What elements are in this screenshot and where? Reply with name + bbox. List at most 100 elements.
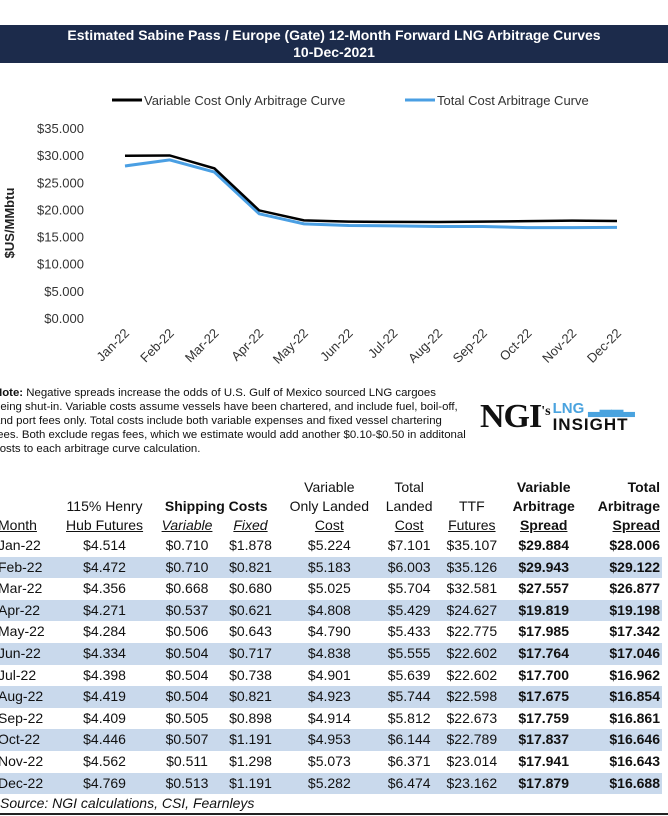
chart-title: Estimated Sabine Pass / Europe (Gate) 12…	[67, 27, 601, 43]
table-cell: $5.555	[387, 644, 431, 661]
table-cell: $5.073	[307, 752, 351, 769]
x-tick-label: Jan-22	[93, 326, 132, 365]
table-cell: $26.877	[609, 580, 660, 597]
x-tick-label: Aug-22	[405, 326, 445, 366]
header-shipping: Shipping Costs	[164, 498, 268, 514]
header-henry1: 115% Henry	[66, 498, 143, 514]
series-lines	[124, 154, 618, 230]
table-cell: $35.126	[446, 558, 498, 575]
table-cell: $5.025	[307, 580, 351, 597]
note-text: Note: Negative spreads increase the odds…	[0, 386, 466, 456]
table-row: Jan-22 $4.514 $0.710 $1.878 $5.224 $7.101 $35.…	[0, 535, 662, 557]
table-cell: $4.514	[83, 537, 126, 553]
x-tick-label: Nov-22	[539, 326, 579, 366]
header-ttf1: TTF	[458, 498, 485, 514]
table-cell: $17.675	[518, 688, 569, 705]
header-vs2: Arbitrage	[512, 498, 575, 514]
table-cell: Nov-22	[0, 752, 44, 769]
y-tick-label: $25.000	[37, 175, 84, 190]
table-cell: $17.941	[518, 752, 569, 769]
logo-insight: INSIGHT	[552, 415, 629, 434]
table-cell: $23.162	[446, 774, 498, 791]
table-cell: $4.284	[83, 623, 126, 640]
table-cell: $5.183	[307, 558, 351, 575]
table-cell: $5.224	[307, 537, 351, 553]
table-cell: $16.854	[609, 688, 660, 705]
x-tick-label: May-22	[270, 326, 311, 367]
table-cell: $5.282	[307, 774, 351, 791]
table-cell: Mar-22	[0, 580, 43, 597]
header-ts2: Arbitrage	[597, 498, 660, 514]
table-cell: $19.198	[609, 601, 660, 618]
table-cell: $4.923	[307, 688, 351, 705]
table-cell: $4.901	[307, 666, 351, 683]
table-cell: $0.821	[229, 558, 272, 575]
table-cell: $5.744	[387, 688, 431, 705]
table-cell: $4.356	[83, 580, 126, 597]
table-cell: $0.621	[229, 601, 272, 618]
table-cell: $22.789	[446, 731, 498, 748]
table-cell: $0.717	[229, 644, 272, 661]
table-cell: $0.898	[229, 709, 272, 726]
table-cell: $19.819	[518, 601, 569, 618]
table-cell: $4.472	[83, 558, 126, 575]
logo-possessive: 's	[541, 404, 551, 419]
table-cell: Dec-22	[0, 774, 44, 791]
series-line-variable-cost	[124, 154, 618, 224]
series-line-total-cost	[124, 158, 618, 230]
header-tl1: Total	[394, 479, 424, 495]
table-cell: $16.962	[609, 666, 660, 683]
table-cell: $0.643	[229, 623, 272, 640]
table-cell: $6.371	[387, 752, 431, 769]
table-cell: $16.688	[609, 774, 660, 791]
table-row: Feb-22 $4.472 $0.710 $0.821 $5.183 $6.003 $35.…	[0, 556, 662, 579]
table-row: Mar-22 $4.356 $0.668 $0.680 $5.025 $5.704 $32.…	[0, 578, 662, 600]
header-tl2: Landed	[385, 498, 433, 514]
table-cell: $0.506	[165, 623, 209, 640]
x-tick-label: Sep-22	[450, 326, 490, 366]
x-tick-label: Jun-22	[317, 326, 356, 365]
table-row: May-22 $4.284 $0.506 $0.643 $4.790 $5.433 $22.…	[0, 621, 662, 643]
table-cell: $4.769	[83, 774, 126, 791]
table-cell: $0.504	[165, 666, 209, 683]
x-tick-label: Feb-22	[137, 326, 177, 366]
table-cell: $0.504	[165, 644, 209, 661]
header-vol2: Only Landed	[289, 498, 370, 514]
table-cell: $1.191	[229, 774, 272, 791]
table-cell: $27.557	[518, 580, 569, 597]
table-cell: $0.821	[229, 688, 272, 705]
table-cell: Oct-22	[0, 731, 41, 748]
table-cell: $16.861	[609, 709, 660, 726]
table-cell: $16.643	[609, 752, 660, 769]
table-row: Jul-22 $4.398 $0.504 $0.738 $4.901 $5.639 $22.…	[0, 665, 662, 687]
x-tick-label: Dec-22	[584, 326, 624, 366]
table-cell: $4.562	[83, 752, 126, 769]
table-cell: $7.101	[387, 537, 431, 553]
table-cell: $5.433	[387, 623, 431, 640]
table-cell: $29.884	[518, 537, 569, 553]
table-cell: $0.511	[166, 752, 208, 769]
x-tick-label: Apr-22	[228, 326, 266, 364]
table-cell: $23.014	[446, 752, 498, 769]
note-label: Note:	[0, 387, 24, 399]
table-row: Dec-22 $4.769 $0.513 $1.191 $5.282 $6.474 $23.…	[0, 772, 662, 795]
table-cell: $4.790	[307, 623, 351, 640]
y-tick-label: $35.000	[37, 121, 84, 136]
table-cell: $1.878	[229, 537, 272, 553]
table-cell: $22.598	[446, 688, 498, 705]
logo-lng: LNG ▂▃▃▂	[552, 400, 635, 417]
table-cell: $22.602	[446, 644, 498, 661]
col-ttf-futures: Futures	[448, 517, 496, 533]
table-cell: May-22	[0, 623, 45, 640]
table-cell: $28.006	[609, 537, 660, 553]
chart-subtitle: 10-Dec-2021	[293, 44, 375, 60]
table-cell: $0.507	[165, 731, 209, 748]
table-cell: $0.513	[165, 774, 209, 791]
table-row: Sep-22 $4.409 $0.505 $0.898 $4.914 $5.812 $22.…	[0, 708, 662, 730]
col-vol-cost: Cost	[314, 517, 344, 533]
logo-ngi: NGI	[480, 398, 542, 435]
table-cell: Jun-22	[0, 644, 41, 661]
table-cell: $0.710	[165, 558, 209, 575]
note-body: Negative spreads increase the odds of U.…	[0, 387, 466, 455]
table-cell: $5.639	[387, 666, 431, 683]
